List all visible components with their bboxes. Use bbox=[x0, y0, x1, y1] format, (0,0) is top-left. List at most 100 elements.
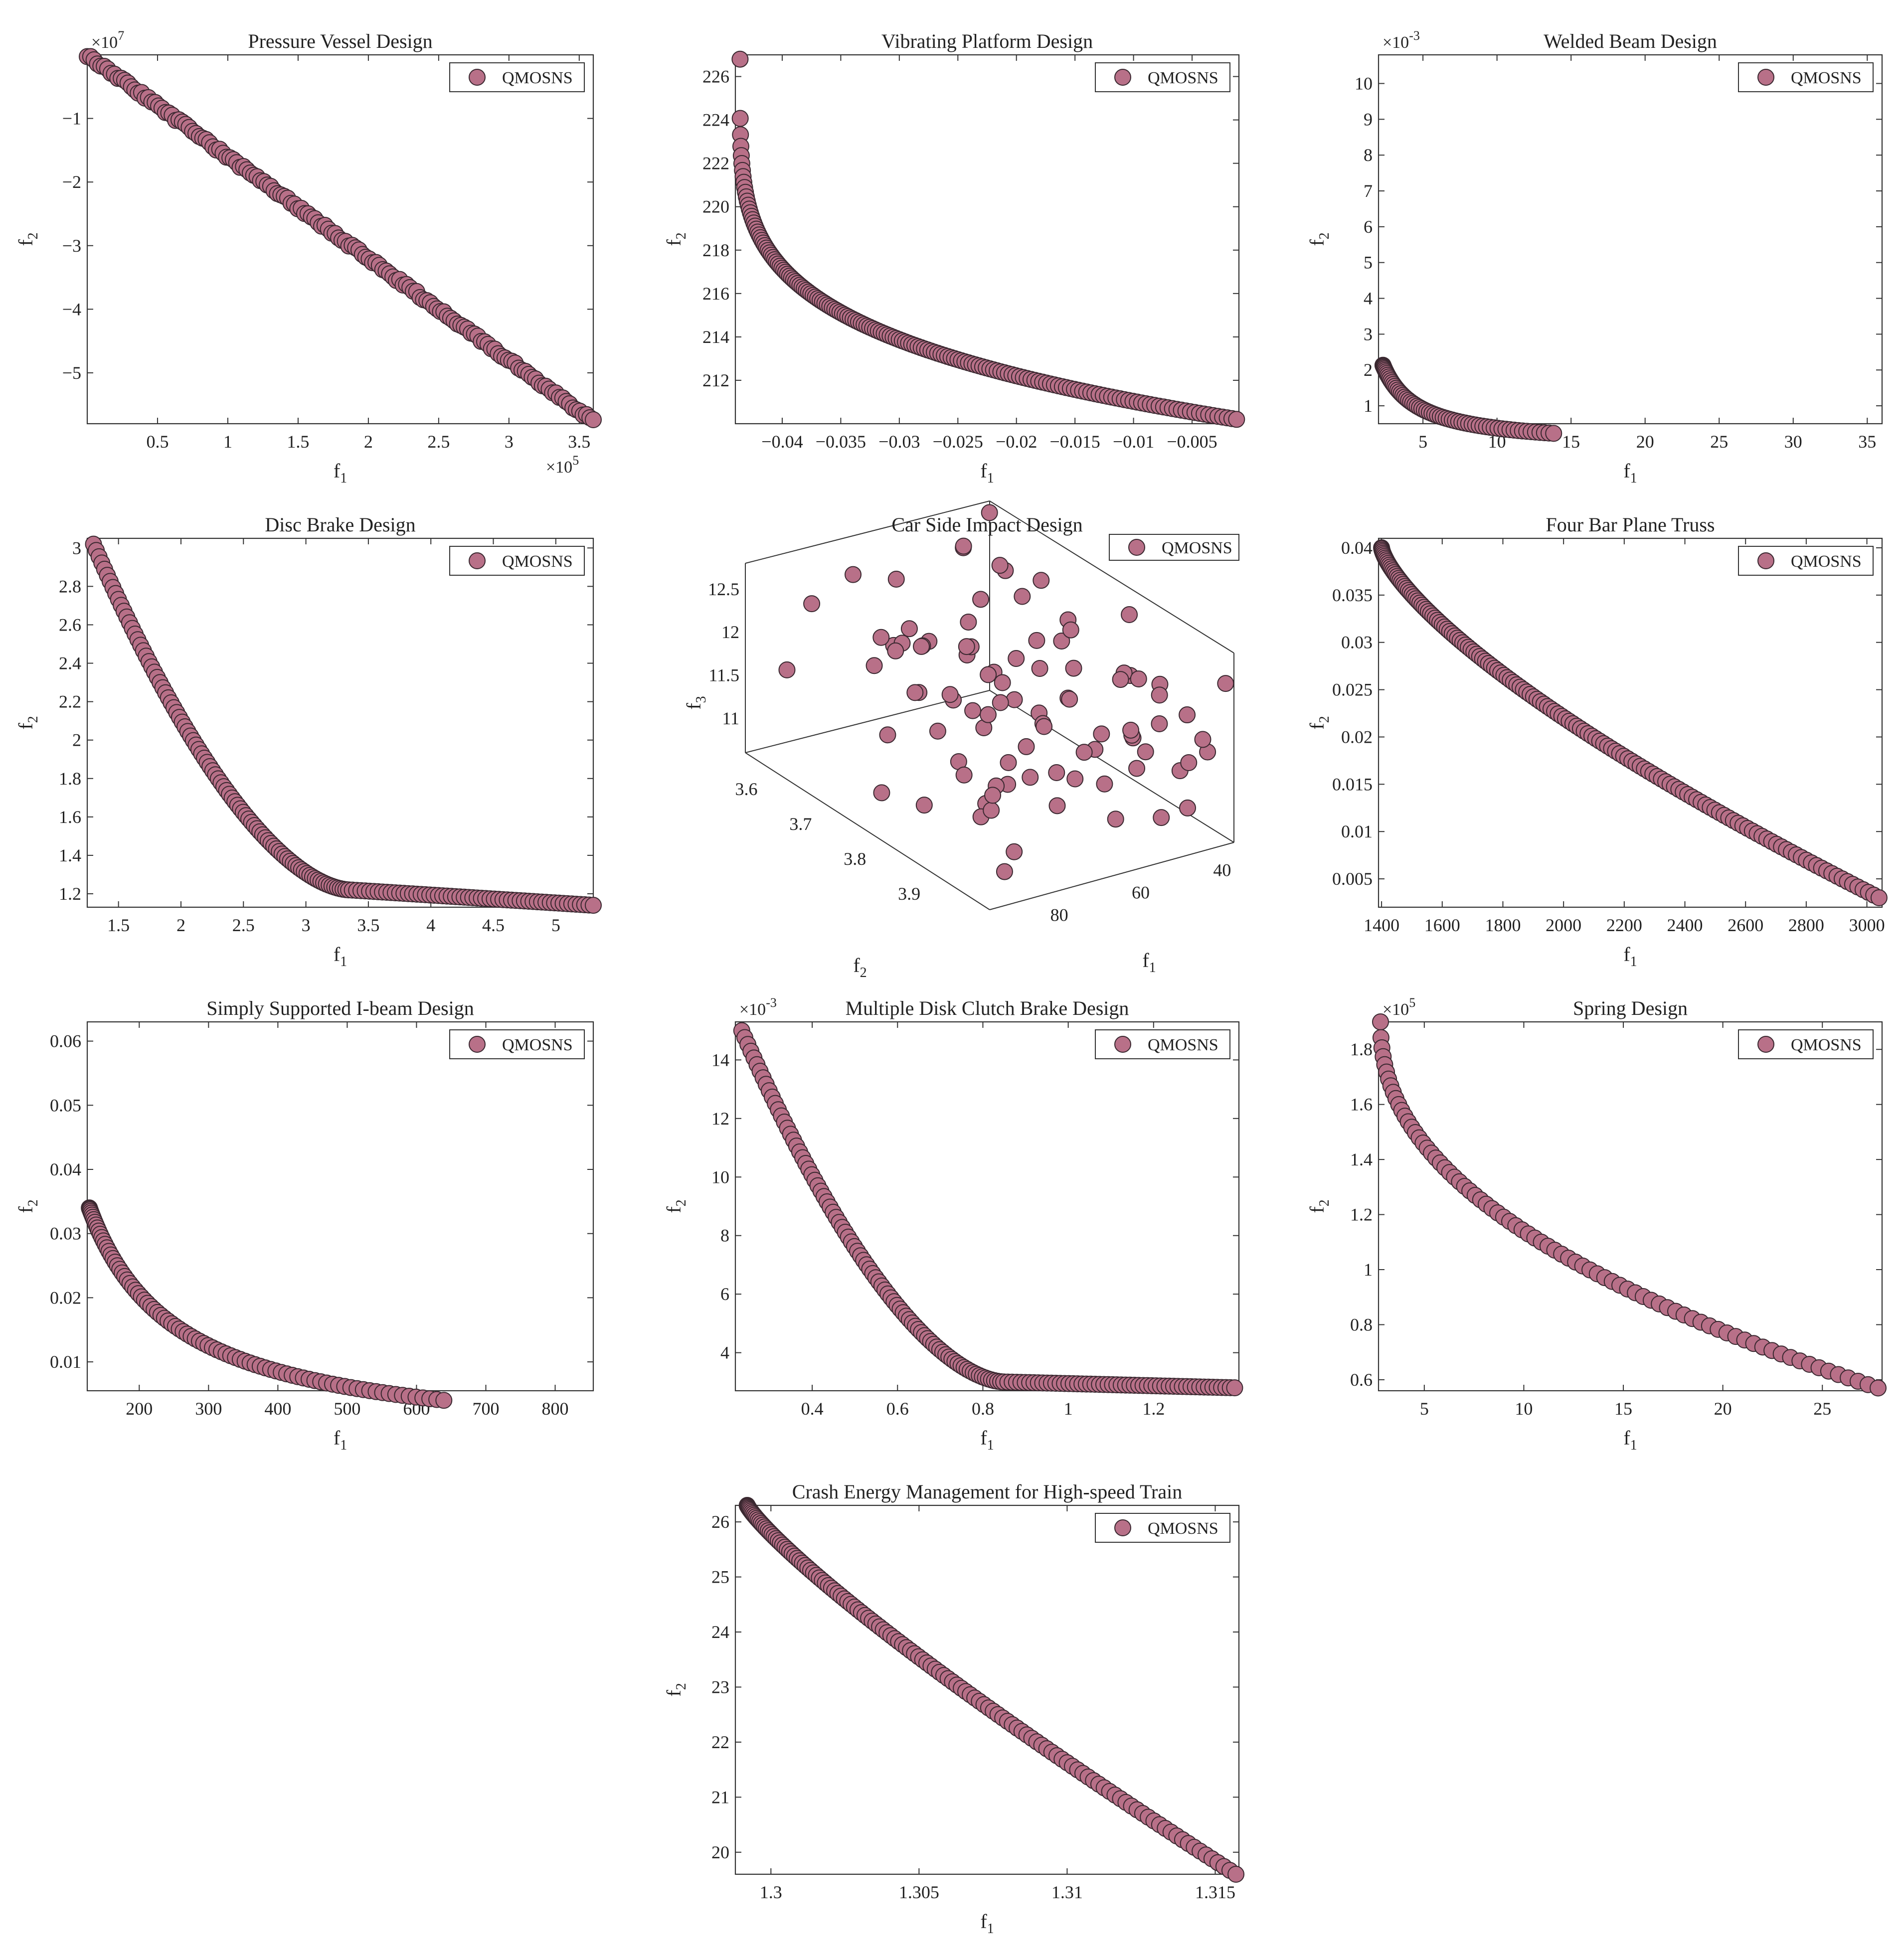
y-tick-label: 8 bbox=[720, 1226, 729, 1246]
chart-title: Multiple Disk Clutch Brake Design bbox=[846, 997, 1129, 1019]
x-tick-label: 2 bbox=[364, 432, 373, 452]
y-tick-label: 0.015 bbox=[1332, 774, 1373, 794]
chart-clutch: 0.4 0.6 0.8 1 1.2 4 6 8 10 12 14 Multiple Disk Clut… bbox=[663, 995, 1243, 1453]
y-tick-label: 7 bbox=[1364, 181, 1373, 201]
y-tick-label: 0.6 bbox=[1350, 1370, 1373, 1390]
axis-exponent: ×105 bbox=[546, 453, 579, 477]
x-tick-label: 5 bbox=[1420, 1399, 1429, 1419]
y-tick-label: 4 bbox=[1364, 289, 1373, 309]
data-point bbox=[803, 595, 821, 613]
legend-label: QMOSNS bbox=[1791, 69, 1862, 87]
y-tick-label: 212 bbox=[702, 370, 729, 390]
z-tick-label: 11.5 bbox=[708, 665, 739, 685]
data-point bbox=[585, 897, 602, 914]
data-point bbox=[1075, 744, 1093, 761]
data-point bbox=[915, 797, 933, 814]
x-tick-label: 0.6 bbox=[886, 1399, 909, 1419]
x-tick-label: 1.2 bbox=[1142, 1399, 1165, 1419]
chart-title: Welded Beam Design bbox=[1544, 30, 1717, 52]
data-point bbox=[1121, 606, 1138, 624]
x-tick-label: 2.5 bbox=[427, 432, 450, 452]
y-tick-label: −3 bbox=[62, 236, 81, 256]
x-tick-label: 25 bbox=[1813, 1399, 1831, 1419]
x-tick-label: 1.3 bbox=[760, 1882, 782, 1902]
data-point bbox=[585, 411, 602, 429]
y-axis-label: f2 bbox=[853, 954, 866, 980]
y-axis-label: f2 bbox=[663, 1683, 689, 1696]
x-tick-label: 3 bbox=[505, 432, 514, 452]
data-point bbox=[1033, 572, 1050, 589]
plot-area bbox=[86, 537, 594, 908]
y-tick-label: 0.005 bbox=[1332, 869, 1373, 889]
plot-area bbox=[1378, 1021, 1883, 1392]
data-point bbox=[994, 674, 1011, 691]
data-point bbox=[873, 784, 890, 802]
data-point bbox=[1018, 738, 1035, 755]
data-point bbox=[1130, 670, 1147, 688]
x-tick-label: 5 bbox=[551, 915, 560, 935]
y-tick-label: 1.6 bbox=[59, 807, 81, 827]
data-point bbox=[845, 566, 862, 583]
y-tick-label: 2 bbox=[1364, 360, 1373, 380]
y-tick-label: 0.035 bbox=[1332, 585, 1373, 605]
y-tick-label: 4 bbox=[720, 1343, 729, 1363]
chart-disc: 1.5 2 2.5 3 3.5 4 4.5 5 1.2 1.4 1.6 1.8 2 2.2 2.4 2.6 2.… bbox=[14, 513, 602, 970]
data-point bbox=[435, 1392, 453, 1409]
axis-exponent: ×10-3 bbox=[1383, 28, 1420, 52]
data-point bbox=[1014, 588, 1031, 605]
x-tick-label: 20 bbox=[1714, 1399, 1732, 1419]
z-tick-label: 12 bbox=[721, 622, 739, 642]
data-point bbox=[872, 629, 890, 646]
y-tick-label: 1.6 bbox=[1350, 1095, 1373, 1115]
legend-label: QMOSNS bbox=[502, 1036, 573, 1054]
legend-marker bbox=[1114, 1036, 1131, 1053]
plot-area bbox=[734, 1021, 1240, 1392]
y-tick-label: 9 bbox=[1364, 109, 1373, 129]
legend-marker bbox=[469, 552, 486, 569]
legend-marker bbox=[1757, 69, 1774, 86]
y-tick-label: 23 bbox=[711, 1677, 729, 1697]
data-point bbox=[955, 766, 973, 784]
y-tick-label: 0.01 bbox=[50, 1352, 81, 1372]
y-tick-label: 2.8 bbox=[59, 576, 81, 596]
x-tick-label: 1.31 bbox=[1051, 1882, 1083, 1902]
chart-title: Spring Design bbox=[1573, 997, 1688, 1019]
x-tick-label: −0.03 bbox=[878, 432, 920, 452]
data-point bbox=[1180, 754, 1198, 772]
legend-label: QMOSNS bbox=[1791, 1036, 1862, 1054]
y-axis-label: f2 bbox=[663, 1199, 689, 1213]
y-tick-label: 1.4 bbox=[1350, 1149, 1373, 1169]
y-axis-label: f2 bbox=[14, 716, 41, 729]
plot-area bbox=[86, 1021, 594, 1392]
chart-title: Pressure Vessel Design bbox=[248, 30, 432, 52]
data-point bbox=[778, 661, 796, 678]
y-axis-label: f2 bbox=[14, 232, 41, 246]
chart-train: 1.3 1.305 1.31 1.315 20 21 22 23 24 25 26 Crash Ene… bbox=[663, 1480, 1245, 1937]
data-point bbox=[900, 620, 918, 638]
legend-marker bbox=[1757, 552, 1774, 569]
data-point bbox=[964, 702, 982, 719]
x-axis-label: f1 bbox=[334, 1427, 347, 1453]
y-tick-label: −5 bbox=[62, 363, 81, 383]
data-point bbox=[1112, 671, 1129, 688]
chart-vibrating: −0.04 −0.035 −0.03 −0.025 −0.02 −0.015 −0.01 −0… bbox=[663, 30, 1245, 486]
legend-marker bbox=[469, 69, 486, 86]
legend-label: QMOSNS bbox=[502, 69, 573, 87]
y-tick-label: 1 bbox=[1364, 396, 1373, 416]
y-tick-label: 26 bbox=[711, 1512, 729, 1532]
x-axis-label: f1 bbox=[1623, 460, 1637, 486]
data-point bbox=[906, 684, 924, 701]
legend-marker bbox=[1757, 1036, 1774, 1053]
y-tick-label: 1.2 bbox=[1350, 1205, 1373, 1225]
data-point bbox=[1006, 691, 1023, 708]
legend: QMOSNS bbox=[1095, 62, 1230, 92]
chart-title: Crash Energy Management for High-speed T… bbox=[792, 1480, 1182, 1503]
x-tick-label: 200 bbox=[126, 1399, 153, 1419]
data-point bbox=[1122, 721, 1140, 739]
legend: QMOSNS bbox=[1095, 1029, 1230, 1059]
y-tick-label: 0.02 bbox=[1341, 727, 1373, 747]
data-point bbox=[1870, 889, 1888, 907]
y-tick-label: 10 bbox=[1355, 73, 1373, 93]
